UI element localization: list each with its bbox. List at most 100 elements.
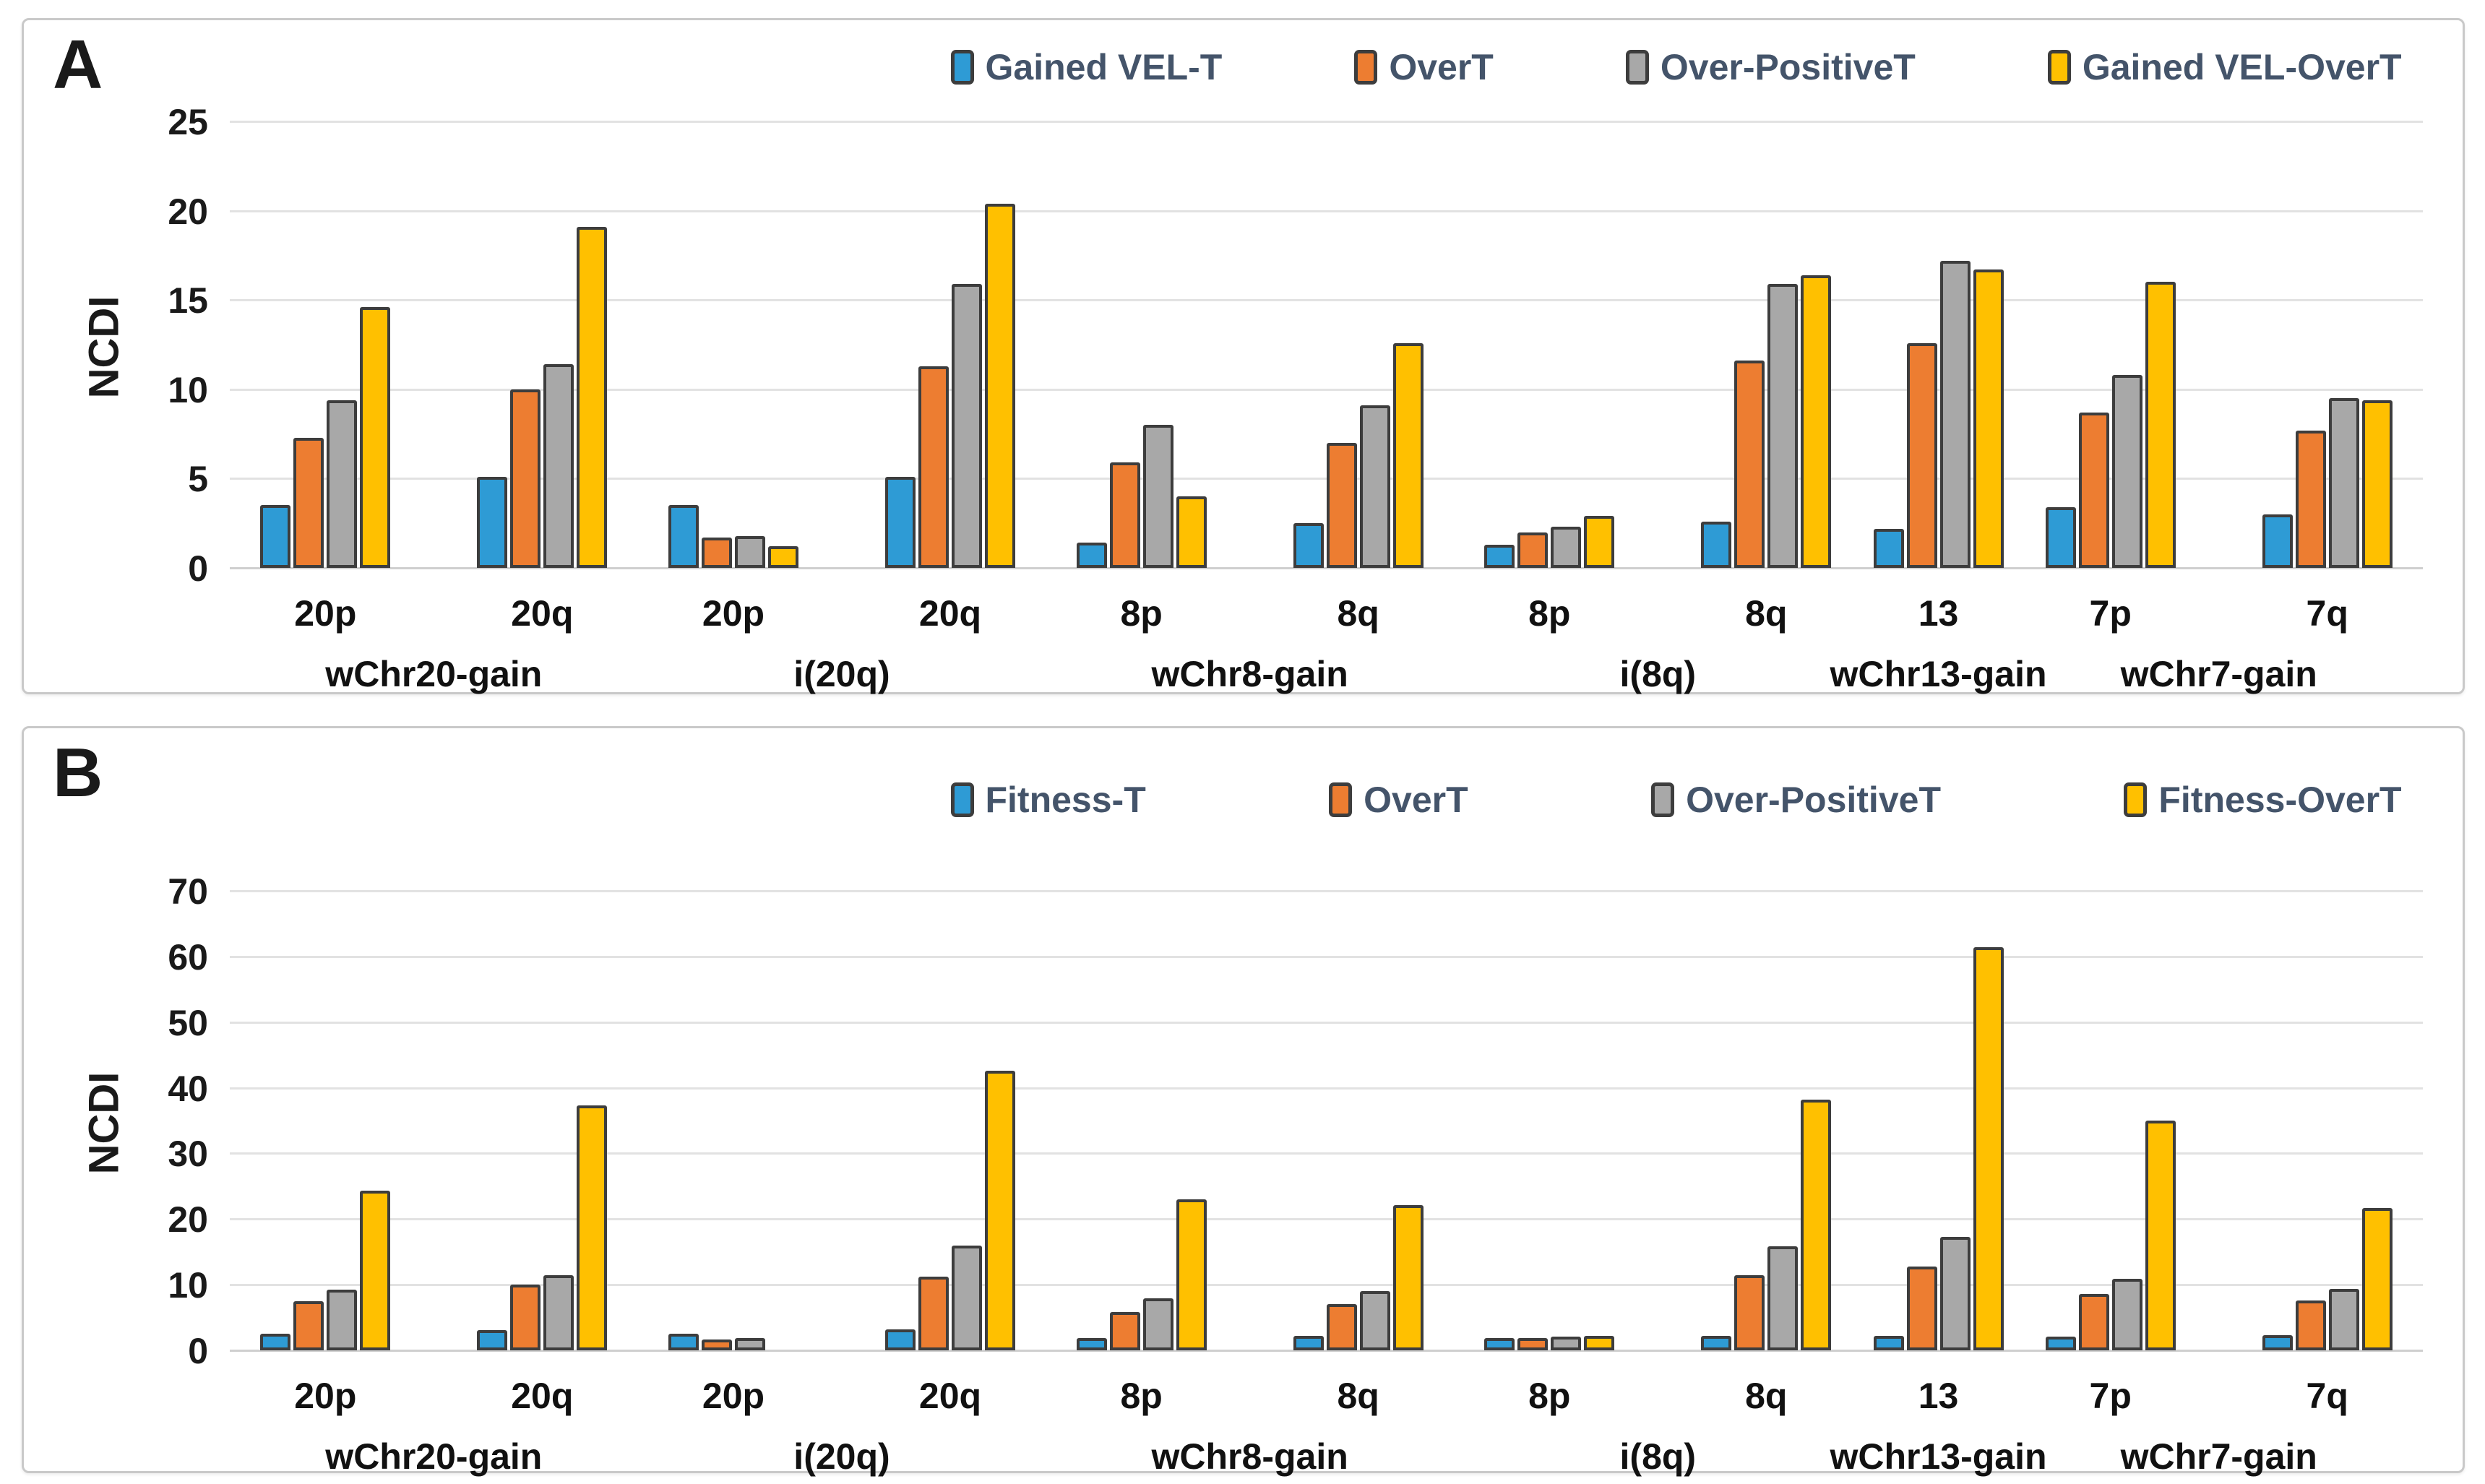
bar-overt-20p [701,538,732,568]
category-label-8p: 8p [1120,1376,1163,1416]
legend-color-chip [950,782,974,817]
category-label-8p: 8p [1120,593,1163,634]
gridline-y-10 [230,388,2423,391]
category-label-20p: 20p [702,1376,765,1416]
bar-gained-vel-overt-20p [767,546,798,568]
bar-overt-7p [2078,1294,2109,1350]
bar-gained-vel-t-20p [260,505,291,568]
bar-gained-vel-t-20q [884,477,916,568]
y-tick-25: 25 [168,102,208,142]
gridline-y-50 [230,1021,2423,1024]
bar-fitness-t-8q [1293,1336,1324,1350]
legend-label: Gained VEL-T [985,47,1223,87]
panel-a-plot: 0 5 10 15 20 25 NCDI 20p 20q wChr20-gain 20p 20q i(2… [80,104,2423,694]
bar-overt-8q [1326,443,1357,568]
legend-item-overt: OverT [1354,46,1494,88]
legend-label: Fitness-T [985,780,1146,820]
bar-overt-20q [918,366,949,568]
legend-color-chip [950,50,974,85]
bar-overt-8p [1517,532,1549,568]
subgroup-7p: 7p [2045,282,2176,634]
bar-gained-vel-overt-20p [360,307,391,568]
bar-fitness-t-8p [1484,1338,1515,1350]
gridline-y-15 [230,299,2423,302]
subgroup-8p: 8p [1076,425,1207,634]
bar-gained-vel-overt-8q [1801,275,1832,568]
legend-item-overt: OverT [1329,779,1468,821]
subgroup-20p: 20p [260,1191,391,1416]
group-wchr7-gain: 7p 7q wChr7-gain [2015,282,2423,694]
subgroup-8q: 8q [1293,343,1424,634]
y-tick-50: 50 [168,1002,208,1043]
bar-gained-vel-t-13 [1873,529,1904,568]
gridline-y-20 [230,210,2423,212]
group-i-8q-: 8p 8q i(8q) [1454,1100,1862,1477]
bar-over-positivet-13 [1939,261,1971,568]
bar-fitness-overt-8q [1392,1205,1424,1350]
bar-gained-vel-t-8p [1484,545,1515,568]
subgroup-8q: 8q [1293,1205,1424,1416]
category-label-8q: 8q [1745,593,1788,634]
legend-item-over-positivet: Over-PositiveT [1625,46,1916,88]
category-label-20q: 20q [511,593,574,634]
group-wchr8-gain: 8p 8q wChr8-gain [1046,343,1454,694]
y-tick-60: 60 [168,936,208,978]
bar-overt-8q [1734,1275,1765,1350]
subgroup-13: 13 [1873,947,2004,1416]
subgroup-8p: 8p [1484,1336,1615,1416]
bar-fitness-overt-7p [2145,1121,2176,1350]
bar-over-positivet-20p [327,1290,358,1350]
group-title-label: wChr8-gain [1151,1436,1348,1477]
bar-overt-20q [918,1277,949,1350]
y-tick-10: 10 [168,369,208,410]
bar-over-positivet-8q [1767,284,1799,568]
bar-over-positivet-7q [2328,1289,2359,1350]
category-label-7q: 7q [2306,593,2348,634]
group-title-label: i(8q) [1619,654,1697,694]
bar-over-positivet-8q [1359,405,1390,568]
bar-over-positivet-8p [1142,425,1173,568]
bar-groups-row: 20p 20q wChr20-gain 20p 20q i(20q) 8p 8q wChr8-g… [230,121,2423,694]
category-label-20p: 20p [294,1376,357,1416]
bar-fitness-overt-13 [1973,947,2004,1350]
gridline-y-25 [230,121,2423,123]
category-label-20p: 20p [702,593,765,634]
bar-overt-20q [510,389,541,568]
bar-fitness-overt-8q [1801,1100,1832,1350]
bar-over-positivet-7q [2328,398,2359,568]
group-wchr20-gain: 20p 20q wChr20-gain [230,1105,638,1477]
category-label-20q: 20q [511,1376,574,1416]
y-tick-20: 20 [168,191,208,232]
category-label-8q: 8q [1745,1376,1788,1416]
category-label-13: 13 [1918,1376,1959,1416]
gridline-y-10 [230,1284,2423,1287]
panel-b: B Fitness-T OverT Over-PositiveT Fitness-Ov… [22,726,2465,1477]
bar-over-positivet-13 [1939,1237,1971,1350]
gridline-y-40 [230,1087,2423,1090]
gridline-y-70 [230,890,2423,892]
bar-fitness-overt-20q [577,1105,608,1350]
bar-overt-8p [1517,1338,1549,1350]
bar-overt-8q [1734,361,1765,568]
bar-overt-8p [1109,462,1140,568]
legend-item-fitness-overt: Fitness-OverT [2124,779,2402,821]
bar-overt-20p [293,1301,324,1350]
bar-gained-vel-overt-7q [2361,400,2393,568]
category-label-20p: 20p [294,593,357,634]
bar-gained-vel-overt-20q [577,227,608,568]
bar-over-positivet-8q [1359,1291,1390,1350]
subgroup-7q: 7q [2262,398,2393,634]
y-tick-5: 5 [188,459,208,500]
bar-over-positivet-8p [1551,527,1582,568]
legend-color-chip [2047,50,2071,85]
gridline-y-0 [230,567,2423,569]
bar-fitness-t-20q [477,1330,508,1350]
group-title-label: i(8q) [1619,1436,1697,1477]
bar-gained-vel-overt-8q [1392,343,1424,568]
bar-fitness-t-8p [1076,1338,1107,1350]
subgroup-7p: 7p [2045,1121,2176,1416]
gridline-y-30 [230,1152,2423,1155]
bar-over-positivet-20q [951,284,982,568]
bar-fitness-t-20q [884,1329,916,1350]
legend-color-chip [1354,50,1378,85]
